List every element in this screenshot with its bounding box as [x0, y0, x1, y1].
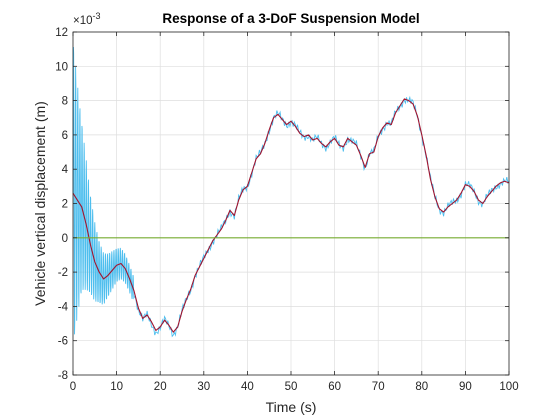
y-tick-label-5: 2	[62, 199, 68, 211]
tick-marks	[72, 31, 510, 376]
y-exponent-power: -3	[93, 11, 101, 21]
x-tick-label-8: 80	[415, 381, 428, 393]
y-tick-label-1: -6	[58, 336, 68, 348]
x-tick-label-2: 20	[154, 381, 167, 393]
x-tick-label-9: 90	[459, 381, 472, 393]
y-tick-label-6: 4	[62, 164, 69, 176]
tick-labels: 0 10 20 30 40 50 60 70 80 90 100 -8 -6 -4 -2 0 2 4 6 8 10 12	[55, 27, 518, 393]
y-tick-label-8: 8	[62, 96, 68, 108]
x-tick-label-3: 30	[197, 381, 210, 393]
x-tick-label-10: 100	[499, 381, 518, 393]
chart-title: Response of a 3-DoF Suspension Model	[162, 11, 419, 26]
y-tick-label-7: 6	[62, 130, 68, 142]
series-layer	[72, 46, 510, 338]
y-exponent-label: ×10-3	[73, 11, 101, 27]
x-tick-label-1: 10	[110, 381, 123, 393]
x-axis-label: Time (s)	[266, 399, 317, 415]
x-tick-label-5: 50	[285, 381, 298, 393]
y-tick-label-2: -4	[58, 301, 69, 313]
y-exponent-base: ×10	[73, 15, 93, 27]
x-tick-label-0: 0	[70, 381, 76, 393]
y-tick-label-9: 10	[55, 61, 68, 73]
x-tick-label-6: 60	[328, 381, 341, 393]
y-tick-label-10: 12	[55, 27, 68, 39]
series-filtered-line	[72, 98, 510, 333]
y-tick-label-0: -8	[58, 370, 68, 382]
y-tick-label-3: -2	[58, 267, 68, 279]
y-axis-label: Vehicle vertical displacement (m)	[32, 101, 48, 306]
y-tick-label-4: 0	[62, 233, 68, 245]
x-tick-label-4: 40	[241, 381, 254, 393]
x-tick-label-7: 70	[372, 381, 385, 393]
